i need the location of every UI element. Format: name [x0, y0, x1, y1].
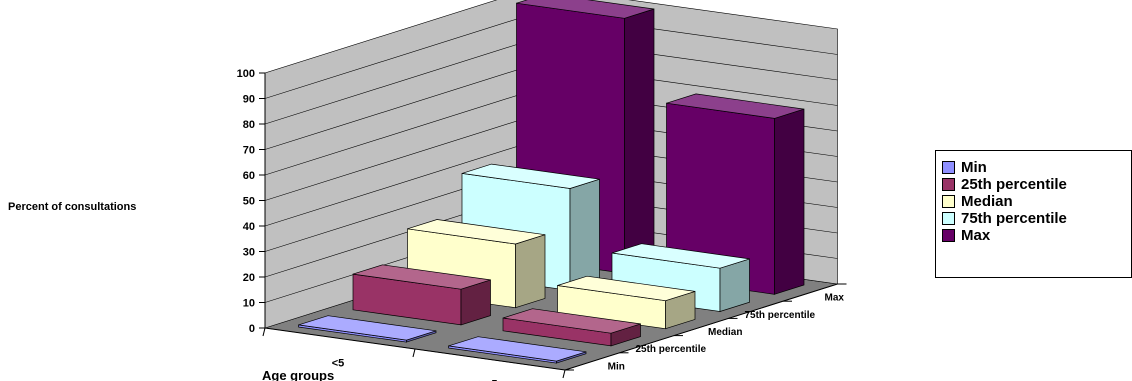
legend-label: 25th percentile	[961, 176, 1067, 193]
chart-legend: Min 25th percentile Median 75th percentile M…	[935, 150, 1132, 278]
legend-swatch	[942, 195, 955, 208]
bar-top	[461, 163, 600, 189]
bar	[502, 308, 641, 347]
legend-item: Min	[942, 159, 1131, 176]
bar-top	[502, 308, 641, 334]
bar-side	[774, 108, 805, 295]
x-tick-mark	[262, 327, 266, 337]
legend-item: Median	[942, 193, 1131, 210]
legend-swatch	[942, 229, 955, 242]
legend-label: Max	[961, 227, 991, 244]
y-tick-label: 80	[243, 119, 255, 131]
depth-tick-label: Min	[608, 361, 625, 372]
depth-tick-label: 25th percentile	[635, 344, 706, 355]
x-tick-label: >=5	[479, 379, 498, 381]
chart-bars	[298, 0, 805, 364]
legend-label: Median	[961, 193, 1013, 210]
bar	[666, 93, 805, 295]
y-tick-label: 60	[243, 170, 255, 182]
depth-tick-label: Median	[708, 327, 742, 338]
legend-swatch	[942, 161, 955, 174]
bar-top	[407, 219, 546, 245]
legend-swatch	[942, 178, 955, 191]
x-tick-mark	[412, 348, 416, 358]
x-axis-title: Age groups	[262, 368, 334, 381]
y-tick-label: 30	[243, 247, 255, 259]
bar-top	[298, 315, 437, 341]
bar-top	[448, 336, 587, 362]
legend-item: 75th percentile	[942, 210, 1131, 227]
y-tick-label: 10	[243, 298, 255, 310]
bar-side	[569, 178, 600, 291]
depth-tick-label: Max	[825, 293, 845, 304]
bar-side	[624, 8, 655, 274]
bar-top	[611, 243, 750, 269]
bar	[298, 315, 437, 343]
legend-label: Min	[961, 159, 987, 176]
legend-item: 25th percentile	[942, 176, 1131, 193]
bar	[352, 264, 491, 326]
depth-tick-label: 75th percentile	[744, 310, 815, 321]
bar-top	[516, 0, 655, 19]
x-axis-ticks: <5 >=5	[262, 327, 566, 381]
x-tick-mark	[562, 369, 566, 379]
y-tick-label: 100	[237, 68, 255, 80]
legend-label: 75th percentile	[961, 210, 1067, 227]
y-tick-label: 40	[243, 221, 255, 233]
y-tick-label: 50	[243, 196, 255, 208]
y-tick-label: 20	[243, 272, 255, 284]
y-tick-label: 0	[249, 323, 255, 335]
depth-axis-line	[564, 283, 838, 371]
y-axis-title: Percent of consultations	[8, 201, 136, 213]
bar-top	[666, 93, 805, 119]
legend-item: Max	[942, 227, 1131, 244]
bar	[448, 336, 587, 364]
y-tick-label: 90	[243, 94, 255, 106]
bar-side	[515, 234, 546, 309]
y-axis-ticks: 0 10 20 30 40 50 60 70 80 90 100	[237, 68, 265, 335]
x-tick-label: <5	[332, 358, 345, 370]
bar-top	[352, 264, 491, 290]
y-tick-label: 70	[243, 145, 255, 157]
legend-swatch	[942, 212, 955, 225]
bar-top	[557, 275, 696, 302]
bar	[557, 275, 696, 330]
